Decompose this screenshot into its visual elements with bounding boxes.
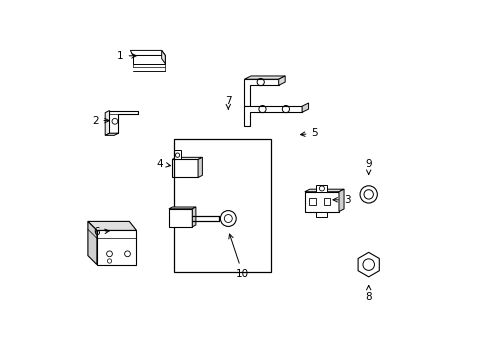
Polygon shape [162,50,165,64]
Bar [309,198,315,205]
Polygon shape [316,211,326,217]
Polygon shape [244,76,285,79]
Polygon shape [244,106,302,126]
Polygon shape [133,55,165,64]
Polygon shape [278,76,285,85]
Text: 6: 6 [93,227,109,237]
Polygon shape [338,189,344,211]
Polygon shape [357,252,379,277]
Circle shape [359,186,377,203]
Polygon shape [105,111,109,135]
Polygon shape [130,50,165,55]
Text: 4: 4 [156,159,170,169]
Polygon shape [304,189,344,192]
Text: 7: 7 [224,96,231,109]
Polygon shape [198,157,202,177]
Bar [174,139,271,272]
Polygon shape [316,185,326,192]
Polygon shape [174,150,181,159]
Polygon shape [97,230,136,265]
Text: 5: 5 [300,128,317,138]
Polygon shape [105,133,118,135]
Polygon shape [302,103,308,112]
Text: 2: 2 [92,116,109,126]
Text: 10: 10 [228,234,249,279]
Circle shape [220,211,236,226]
Polygon shape [172,157,202,159]
Polygon shape [168,207,196,209]
Polygon shape [244,79,278,106]
Text: 1: 1 [117,51,136,61]
Text: 3: 3 [332,195,350,205]
Polygon shape [88,221,136,230]
Polygon shape [172,159,198,177]
Polygon shape [192,207,196,227]
Polygon shape [109,111,138,133]
Polygon shape [88,221,97,265]
Polygon shape [168,209,192,227]
Bar [323,198,329,205]
Polygon shape [304,192,338,211]
Text: 8: 8 [365,285,371,302]
Text: 9: 9 [365,159,371,175]
